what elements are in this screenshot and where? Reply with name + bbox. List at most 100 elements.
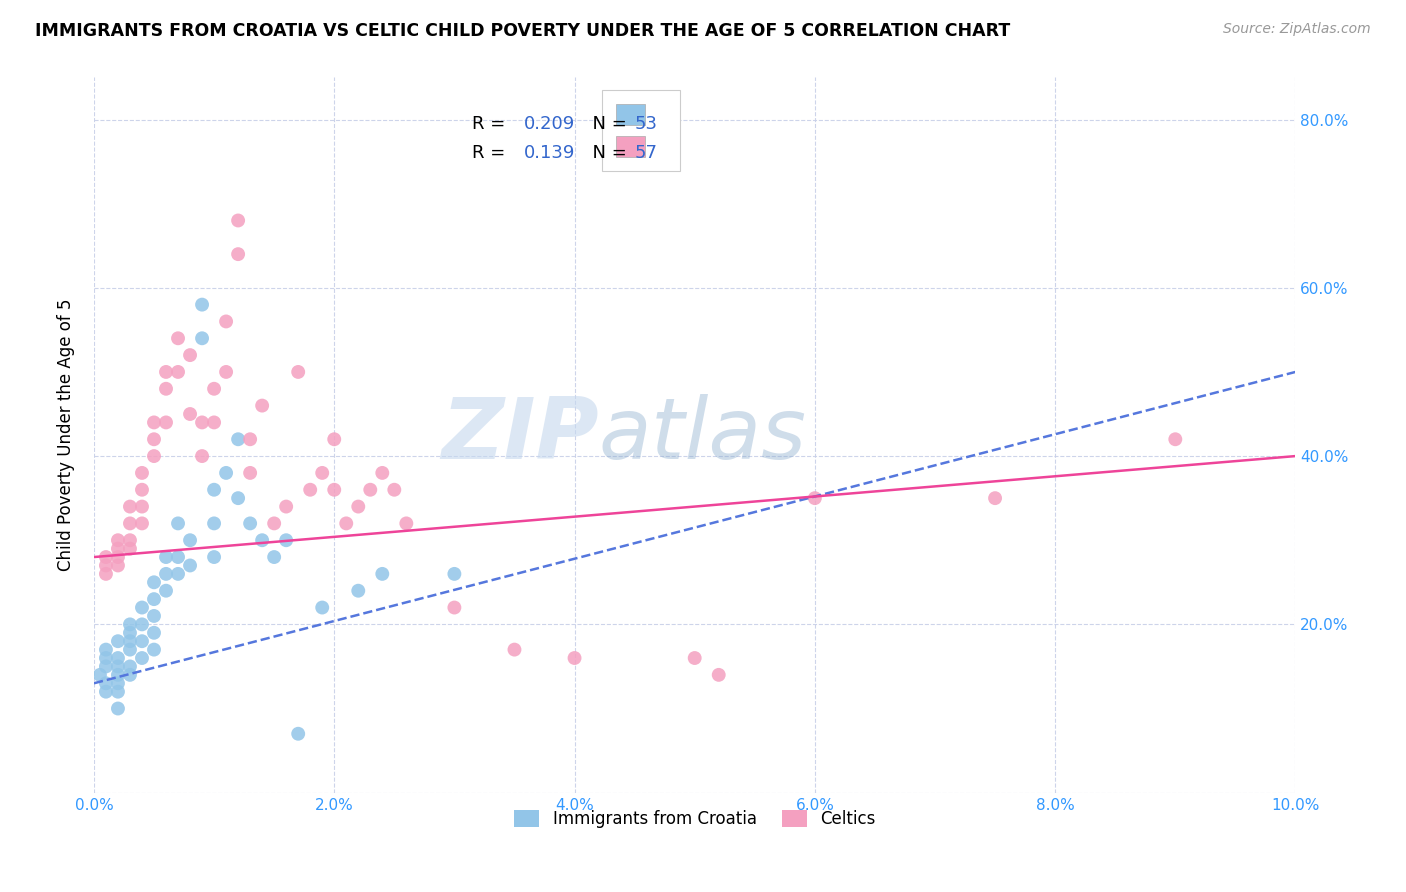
Point bbox=[359, 483, 381, 497]
Point bbox=[118, 533, 141, 548]
Point bbox=[107, 701, 129, 715]
Point bbox=[118, 625, 141, 640]
Point bbox=[155, 550, 177, 565]
Point bbox=[107, 550, 129, 565]
Point bbox=[167, 550, 190, 565]
Point bbox=[94, 566, 117, 581]
Point bbox=[167, 566, 190, 581]
Point bbox=[202, 382, 225, 396]
Text: 53: 53 bbox=[634, 115, 658, 133]
Point bbox=[131, 617, 153, 632]
Text: atlas: atlas bbox=[599, 393, 807, 476]
Point bbox=[226, 432, 249, 446]
Point bbox=[226, 491, 249, 505]
Point bbox=[143, 609, 166, 624]
Text: 0.139: 0.139 bbox=[524, 144, 575, 161]
Point bbox=[191, 331, 214, 345]
Point bbox=[239, 466, 262, 480]
Point bbox=[131, 483, 153, 497]
Point bbox=[131, 516, 153, 531]
Point bbox=[202, 550, 225, 565]
Point bbox=[564, 651, 586, 665]
Point bbox=[118, 516, 141, 531]
Point bbox=[89, 668, 111, 682]
Point bbox=[107, 558, 129, 573]
Point bbox=[167, 516, 190, 531]
Point bbox=[179, 348, 201, 362]
Point bbox=[118, 617, 141, 632]
Point bbox=[143, 416, 166, 430]
Point bbox=[299, 483, 322, 497]
Y-axis label: Child Poverty Under the Age of 5: Child Poverty Under the Age of 5 bbox=[58, 299, 75, 571]
Text: R =: R = bbox=[472, 144, 517, 161]
Point bbox=[107, 533, 129, 548]
Point bbox=[118, 634, 141, 648]
Point bbox=[131, 600, 153, 615]
Point bbox=[191, 416, 214, 430]
Point bbox=[239, 432, 262, 446]
Point bbox=[94, 676, 117, 690]
Point bbox=[276, 500, 298, 514]
Point bbox=[202, 483, 225, 497]
Text: N =: N = bbox=[581, 144, 633, 161]
Point bbox=[167, 365, 190, 379]
Point bbox=[347, 583, 370, 598]
Point bbox=[143, 625, 166, 640]
Point bbox=[179, 407, 201, 421]
Point bbox=[94, 651, 117, 665]
Point bbox=[382, 483, 405, 497]
Point bbox=[143, 432, 166, 446]
Point bbox=[371, 466, 394, 480]
Text: N =: N = bbox=[581, 115, 633, 133]
Point bbox=[250, 399, 273, 413]
Point bbox=[226, 213, 249, 227]
Point bbox=[107, 651, 129, 665]
Point bbox=[215, 365, 238, 379]
Point bbox=[131, 500, 153, 514]
Point bbox=[1164, 432, 1187, 446]
Point bbox=[107, 634, 129, 648]
Point bbox=[143, 575, 166, 590]
Point bbox=[202, 516, 225, 531]
Text: Source: ZipAtlas.com: Source: ZipAtlas.com bbox=[1223, 22, 1371, 37]
Point bbox=[131, 466, 153, 480]
Point bbox=[287, 727, 309, 741]
Point bbox=[179, 558, 201, 573]
Legend: Immigrants from Croatia, Celtics: Immigrants from Croatia, Celtics bbox=[508, 803, 882, 834]
Point bbox=[323, 483, 346, 497]
Point bbox=[215, 314, 238, 328]
Point bbox=[155, 416, 177, 430]
Point bbox=[118, 668, 141, 682]
Point bbox=[503, 642, 526, 657]
Text: 57: 57 bbox=[634, 144, 658, 161]
Point bbox=[804, 491, 827, 505]
Point bbox=[263, 516, 285, 531]
Point bbox=[131, 634, 153, 648]
Point bbox=[94, 659, 117, 673]
Point bbox=[335, 516, 357, 531]
Point bbox=[107, 659, 129, 673]
Point bbox=[443, 600, 465, 615]
Point bbox=[143, 449, 166, 463]
Point bbox=[263, 550, 285, 565]
Point bbox=[226, 247, 249, 261]
Point bbox=[276, 533, 298, 548]
Point bbox=[443, 566, 465, 581]
Point bbox=[94, 558, 117, 573]
Point bbox=[250, 533, 273, 548]
Text: 0.209: 0.209 bbox=[524, 115, 575, 133]
Point bbox=[155, 365, 177, 379]
Point bbox=[118, 659, 141, 673]
Point bbox=[94, 550, 117, 565]
Text: R =: R = bbox=[472, 115, 512, 133]
Point bbox=[191, 298, 214, 312]
Point bbox=[118, 642, 141, 657]
Point bbox=[131, 651, 153, 665]
Point bbox=[323, 432, 346, 446]
Point bbox=[155, 583, 177, 598]
Point bbox=[191, 449, 214, 463]
Point bbox=[167, 331, 190, 345]
Point bbox=[311, 466, 333, 480]
Point bbox=[118, 541, 141, 556]
Text: IMMIGRANTS FROM CROATIA VS CELTIC CHILD POVERTY UNDER THE AGE OF 5 CORRELATION C: IMMIGRANTS FROM CROATIA VS CELTIC CHILD … bbox=[35, 22, 1011, 40]
